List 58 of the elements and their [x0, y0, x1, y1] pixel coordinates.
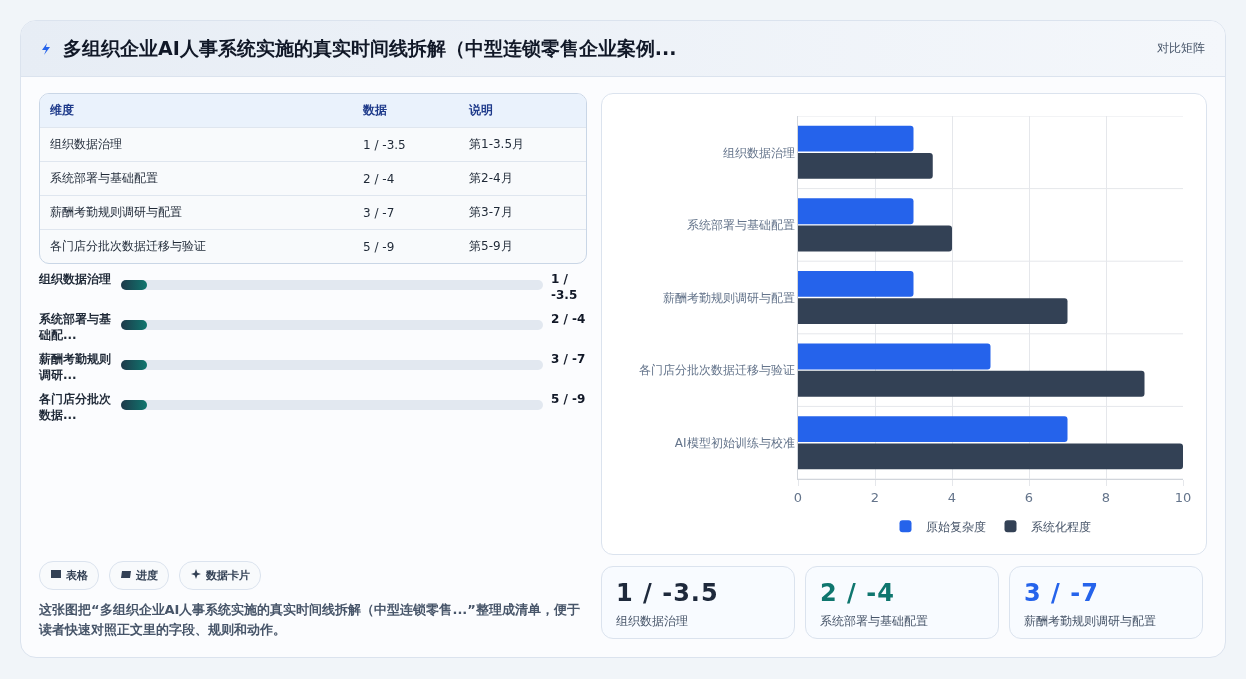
text: 各门店分批次数据... — [39, 391, 112, 423]
text: 维度 — [49, 102, 75, 119]
text: 2 / -4 — [820, 579, 895, 607]
text: 1 / -3.5 — [616, 579, 719, 607]
y-tick-label: 组织数据治理 — [722, 145, 795, 160]
bar — [798, 152, 933, 179]
text: 第2-4月 — [469, 170, 514, 187]
y-tick-label: AI模型初始训练与校准 — [674, 435, 795, 450]
legend-label: 系统化程度 — [1030, 519, 1091, 534]
bar — [798, 270, 914, 297]
text: 2 / -4 — [551, 311, 587, 327]
bar — [798, 125, 914, 152]
text: 组织数据治理 — [49, 136, 123, 153]
text: 3 / -7 — [551, 351, 587, 367]
y-tick-label: 各门店分批次数据迁移与验证 — [638, 363, 795, 378]
text: 5 / -9 — [363, 239, 396, 254]
text: 组织数据治理 — [616, 613, 688, 630]
text: 1 / -3.5 — [551, 271, 579, 303]
x-tick-label: 8 — [1101, 489, 1111, 505]
x-tick-label: 0 — [793, 489, 803, 505]
text: 薪酬考勤规则调研与配置 — [1024, 613, 1156, 630]
text: 系统部署与基础配置 — [49, 170, 159, 187]
text: 薪酬考勤规则调研... — [39, 351, 112, 383]
text: 系统部署与基础配... — [39, 311, 112, 343]
text: 薪酬考勤规则调研与配置 — [49, 204, 183, 221]
bar — [798, 343, 991, 370]
legend-label: 原始复杂度 — [925, 519, 986, 534]
text: 数据 — [363, 102, 388, 119]
x-tick-label: 4 — [947, 489, 957, 505]
x-tick-label: 6 — [1024, 489, 1034, 505]
y-tick-label: 薪酬考勤规则调研与配置 — [662, 290, 795, 305]
text: 5 / -9 — [551, 391, 587, 407]
bar — [798, 298, 1068, 325]
text: 对比矩阵 — [1157, 40, 1205, 57]
bar — [798, 370, 1145, 397]
text: 说明 — [469, 102, 494, 119]
text: 组织数据治理 — [39, 271, 112, 287]
text: 系统部署与基础配置 — [820, 613, 928, 630]
x-tick-label: 10 — [1174, 489, 1192, 505]
text: 表格 — [66, 569, 88, 582]
y-tick-label: 系统部署与基础配置 — [686, 218, 795, 233]
text: 2 / -4 — [363, 171, 396, 186]
text: 多组织企业AI人事系统实施的真实时间线拆解（中型连锁零售企业案例... — [63, 36, 677, 61]
text: 这张图把“多组织企业AI人事系统实施的真实时间线拆解（中型连锁零售...”整理成清单，便于读者快速对照正文里的字段、规则和动作。 — [39, 601, 581, 639]
bar — [798, 225, 952, 252]
text: 第3-7月 — [469, 204, 514, 221]
bar — [798, 198, 914, 225]
x-tick-label: 2 — [870, 489, 880, 505]
text: 进度 — [136, 569, 158, 582]
text: 各门店分批次数据迁移与验证 — [49, 238, 207, 255]
text: 数据卡片 — [206, 569, 250, 582]
text: 3 / -7 — [1024, 579, 1099, 607]
text: 第5-9月 — [469, 238, 514, 255]
text: 3 / -7 — [363, 205, 396, 220]
text: 1 / -3.5 — [363, 137, 407, 152]
bar — [798, 443, 1183, 470]
bar — [798, 416, 1068, 443]
text: 第1-3.5月 — [469, 136, 526, 153]
